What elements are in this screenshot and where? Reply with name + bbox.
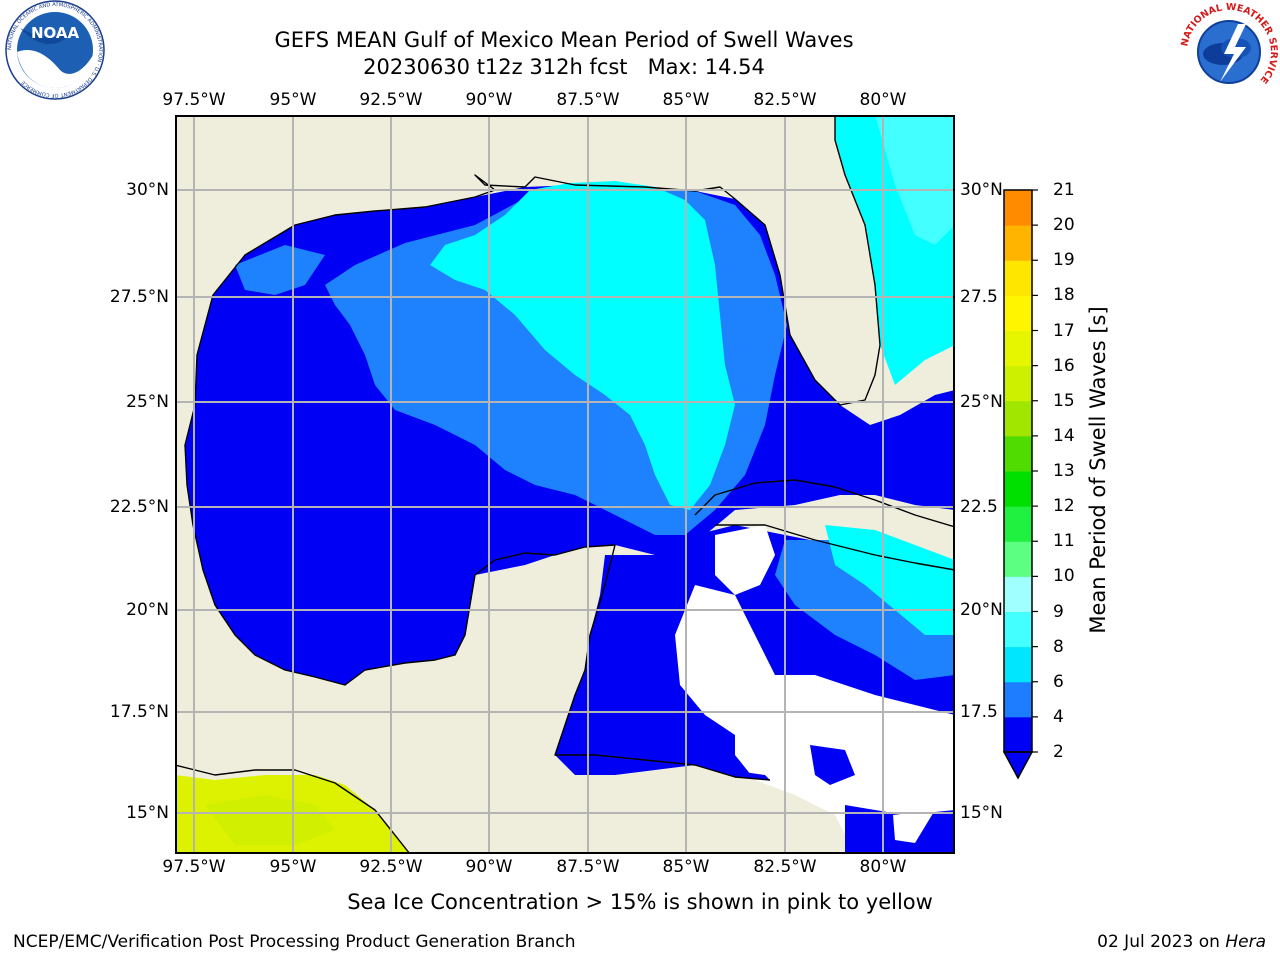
colorbar-segment <box>1004 716 1032 753</box>
colorbar-segment <box>1004 541 1032 577</box>
lon-label-top: 80°W <box>859 90 907 110</box>
colorbar-tick-label: 12 <box>1053 496 1075 517</box>
lat-label-right: 22.5 <box>960 497 998 517</box>
noaa-logo: NATIONAL OCEANIC AND ATMOSPHERIC ADMINIS… <box>5 0 105 100</box>
colorbar-tick-label: 8 <box>1053 636 1064 657</box>
lat-label-left: 20°N <box>126 600 169 620</box>
lon-label-top: 85°W <box>662 90 710 110</box>
coastlines <box>175 115 955 854</box>
lon-label-top: 92.5°W <box>359 90 423 110</box>
colorbar-segment <box>1004 611 1032 648</box>
lon-label-bottom: 90°W <box>465 857 513 877</box>
colorbar-tick-label: 15 <box>1053 390 1075 411</box>
colorbar-segment <box>1004 681 1032 718</box>
colorbar-tick-label: 17 <box>1053 320 1075 341</box>
colorbar-segment <box>1004 435 1032 472</box>
map-title: GEFS MEAN Gulf of Mexico Mean Period of … <box>274 28 854 52</box>
colorbar-segment <box>1004 506 1032 542</box>
colorbar-segment <box>1004 646 1032 683</box>
lat-label-right: 17.5 <box>960 702 998 722</box>
lon-label-bottom: 80°W <box>859 857 907 877</box>
lat-label-right: 20°N <box>960 600 1003 620</box>
colorbar-segment <box>1004 400 1032 437</box>
colorbar-tick-label: 18 <box>1053 285 1075 306</box>
lon-label-top: 90°W <box>465 90 513 110</box>
credit-line: NCEP/EMC/Verification Post Processing Pr… <box>13 932 576 952</box>
lat-label-left: 30°N <box>126 180 169 200</box>
colorbar-tick-label: 9 <box>1053 601 1064 622</box>
colorbar-tick-label: 6 <box>1053 671 1064 692</box>
no-data-area <box>715 525 775 595</box>
gulf-swell-6-8s <box>430 181 735 510</box>
lon-label-bottom: 87.5°W <box>556 857 620 877</box>
caribbean-swell-6-8s <box>825 525 955 635</box>
lat-label-right: 30°N <box>960 180 1003 200</box>
colorbar-tick-label: 21 <box>1053 180 1075 200</box>
caribbean-swell-2-4s-spot <box>810 745 855 785</box>
gulf-of-mexico-map <box>175 115 955 854</box>
colorbar-segment <box>1004 576 1032 612</box>
noaa-logo-text: NOAA <box>31 24 80 42</box>
colorbar-tick-label: 20 <box>1053 215 1075 236</box>
colorbar-tick-label: 13 <box>1053 461 1075 481</box>
run-date: 02 Jul 2023 on Hera <box>1097 932 1266 952</box>
lat-label-left: 22.5°N <box>109 497 169 517</box>
lat-label-right: 27.5 <box>960 287 998 307</box>
colorbar-extend-arrow <box>1002 751 1034 780</box>
lat-label-left: 15°N <box>126 803 169 823</box>
lon-label-bottom: 95°W <box>269 857 317 877</box>
lon-label-top: 82.5°W <box>753 90 817 110</box>
sea-ice-note: Sea Ice Concentration > 15% is shown in … <box>347 890 933 914</box>
nws-logo: NATIONAL WEATHER SERVICE <box>1179 2 1279 98</box>
run-date-text: 02 Jul 2023 on <box>1097 932 1226 952</box>
graticule <box>175 115 955 854</box>
colorbar-segment <box>1004 365 1032 402</box>
colorbar-tick-label: 19 <box>1053 250 1075 271</box>
lat-label-right: 15°N <box>960 803 1003 823</box>
lat-label-left: 17.5°N <box>109 702 169 722</box>
atlantic-swell-8-9s <box>875 115 955 245</box>
colorbar-tick-label: 4 <box>1053 706 1064 727</box>
colorbar-tick-label: 10 <box>1053 566 1075 587</box>
lat-label-right: 25°N <box>960 392 1003 412</box>
colorbar-segment <box>1004 471 1032 507</box>
colorbar-segment <box>1004 295 1032 331</box>
colorbar <box>1002 189 1038 780</box>
lon-label-bottom: 97.5°W <box>162 857 226 877</box>
colorbar-tick-label: 11 <box>1053 531 1075 552</box>
map-frame <box>175 115 955 854</box>
colorbar-segment <box>1004 225 1032 261</box>
lon-label-top: 87.5°W <box>556 90 620 110</box>
lon-label-top: 95°W <box>269 90 317 110</box>
pacific-high-period-core <box>205 795 335 845</box>
lon-label-top: 97.5°W <box>162 90 226 110</box>
lon-label-bottom: 85°W <box>662 857 710 877</box>
lat-label-left: 25°N <box>126 392 169 412</box>
colorbar-tick-label: 14 <box>1053 425 1075 446</box>
colorbar-label: Mean Period of Swell Waves [s] <box>1086 306 1110 634</box>
gulf-swell-4-6s-west <box>235 245 325 295</box>
host-name: Hera <box>1225 932 1266 952</box>
colorbar-tick-label: 2 <box>1053 742 1064 762</box>
colorbar-segment <box>1004 330 1032 367</box>
colorbar-segment <box>1004 190 1032 226</box>
lat-label-left: 27.5°N <box>109 287 169 307</box>
colorbar-tick-label: 16 <box>1053 355 1075 376</box>
map-subtitle: 20230630 t12z 312h fcst Max: 14.54 <box>363 55 765 79</box>
no-data-area <box>893 810 935 843</box>
lon-label-bottom: 82.5°W <box>753 857 817 877</box>
colorbar-segment <box>1004 260 1032 296</box>
lon-label-bottom: 92.5°W <box>359 857 423 877</box>
